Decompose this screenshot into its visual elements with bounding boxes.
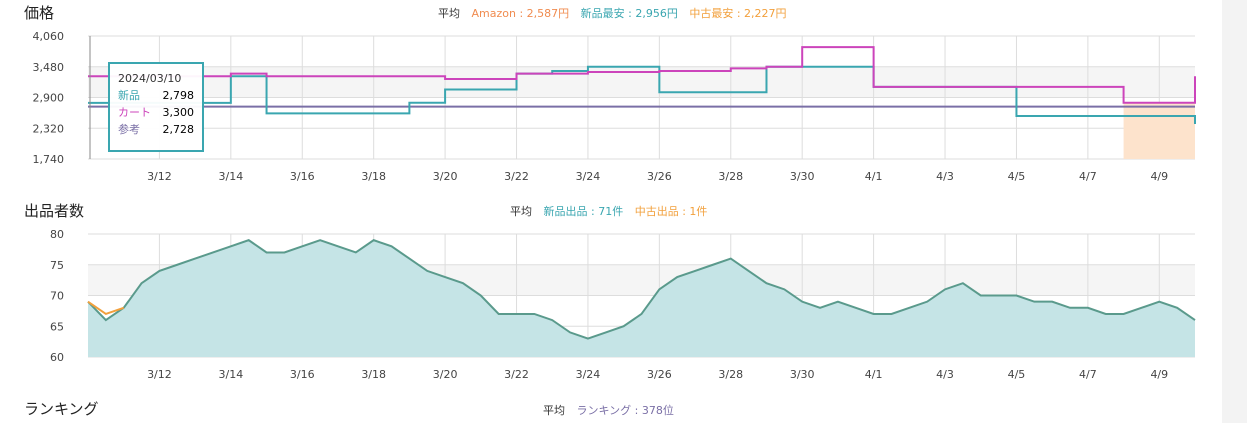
sellers-x-tick-label: 4/1 <box>865 368 883 381</box>
sellers-y-tick-label: 60 <box>50 351 64 364</box>
price-y-tick-label: 4,060 <box>33 30 65 43</box>
tooltip-value-cart: 3,300 <box>162 106 195 119</box>
new-lowest-average: 新品最安 : 2,956円 <box>580 7 678 20</box>
price-x-tick-label: 3/16 <box>290 170 315 183</box>
price-y-tick-label: 3,480 <box>33 61 65 74</box>
amazon-area <box>1123 102 1195 159</box>
price-x-tick-label: 3/22 <box>504 170 529 183</box>
price-y-tick-label: 2,900 <box>33 92 65 105</box>
used-lowest-average: 中古最安 : 2,227円 <box>689 7 787 20</box>
cart-price-line <box>88 46 1196 104</box>
price-x-tick-label: 4/7 <box>1079 170 1097 183</box>
price-x-tick-label: 4/5 <box>1008 170 1026 183</box>
price-y-tick-label: 2,320 <box>33 122 65 135</box>
price-x-tick-label: 4/9 <box>1150 170 1168 183</box>
sellers-x-tick-label: 3/24 <box>576 368 601 381</box>
price-x-tick-label: 3/30 <box>790 170 815 183</box>
sellers-x-tick-label: 4/7 <box>1079 368 1097 381</box>
sellers-section-title: 出品者数 <box>24 202 85 220</box>
price-x-tick-label: 3/18 <box>361 170 386 183</box>
sellers-x-tick-label: 3/20 <box>433 368 458 381</box>
sellers-x-tick-label: 4/5 <box>1008 368 1026 381</box>
tooltip-row-reference: 参考 2,728 <box>118 121 194 138</box>
price-average-label: 平均 <box>438 7 460 20</box>
new-sellers-line <box>87 239 1196 340</box>
sellers-average-label: 平均 <box>510 205 532 218</box>
ranking-average-label: 平均 <box>543 404 565 417</box>
sellers-x-tick-label: 3/30 <box>790 368 815 381</box>
price-x-tick-label: 3/14 <box>218 170 243 183</box>
sellers-x-tick-label: 3/16 <box>290 368 315 381</box>
sellers-average-legend: 平均 新品出品 : 71件 中古出品 : 1件 <box>510 203 715 219</box>
ranking-average-legend: 平均 ランキング : 378位 <box>543 402 682 418</box>
used-sellers-line <box>87 300 125 316</box>
tooltip-label-new: 新品 <box>118 89 140 102</box>
sellers-x-tick-label: 3/14 <box>218 368 243 381</box>
price-chart[interactable]: 4,060 3,480 2,900 2,320 1,740 3/12 3/14 3/16 3/1… <box>0 0 1247 190</box>
sellers-y-tick-label: 65 <box>50 320 64 333</box>
price-y-tick-label: 1,740 <box>33 153 65 166</box>
sellers-x-tick-label: 3/18 <box>361 368 386 381</box>
tooltip-date: 2024/03/10 <box>118 72 182 85</box>
price-x-tick-label: 4/3 <box>936 170 954 183</box>
price-x-tick-label: 3/24 <box>576 170 601 183</box>
sellers-x-tick-label: 3/22 <box>504 368 529 381</box>
sellers-x-tick-label: 3/12 <box>147 368 172 381</box>
tooltip-value-reference: 2,728 <box>162 123 195 136</box>
ranking-average: ランキング : 378位 <box>576 404 674 417</box>
sellers-x-tick-label: 4/3 <box>936 368 954 381</box>
sellers-x-tick-label: 3/28 <box>718 368 743 381</box>
sellers-y-tick-label: 70 <box>50 290 64 303</box>
used-sellers-average: 中古出品 : 1件 <box>634 205 708 218</box>
new-sellers-area <box>88 240 1195 357</box>
price-x-tick-label: 3/26 <box>647 170 672 183</box>
price-x-tick-label: 3/28 <box>718 170 743 183</box>
vertical-scrollbar[interactable] <box>1222 0 1247 423</box>
sellers-chart[interactable]: 80 75 70 65 60 3/12 3/14 3/16 3/18 3/20 3/22 3/24 3/… <box>0 190 1247 390</box>
price-section-title: 価格 <box>24 4 55 22</box>
sellers-x-tick-label: 3/26 <box>647 368 672 381</box>
price-tooltip: 2024/03/10 新品 2,798 カート 3,300 参考 2,728 <box>108 62 204 152</box>
price-x-tick-label: 3/12 <box>147 170 172 183</box>
new-sellers-average: 新品出品 : 71件 <box>543 205 624 218</box>
price-x-tick-label: 4/1 <box>865 170 883 183</box>
price-x-tick-label: 3/20 <box>433 170 458 183</box>
tooltip-label-reference: 参考 <box>118 123 140 136</box>
amazon-average: Amazon : 2,587円 <box>471 7 570 20</box>
sellers-y-tick-label: 75 <box>50 259 64 272</box>
sellers-x-tick-label: 4/9 <box>1150 368 1168 381</box>
sellers-y-tick-label: 80 <box>50 228 64 241</box>
tooltip-value-new: 2,798 <box>162 89 195 102</box>
new-price-line <box>88 65 1196 125</box>
tooltip-label-cart: カート <box>118 106 151 119</box>
tooltip-row-cart: カート 3,300 <box>118 104 194 121</box>
ranking-section-title: ランキング <box>24 400 99 418</box>
price-average-legend: 平均 Amazon : 2,587円 新品最安 : 2,956円 中古最安 : … <box>438 5 795 21</box>
tooltip-row-new: 新品 2,798 <box>118 87 194 104</box>
